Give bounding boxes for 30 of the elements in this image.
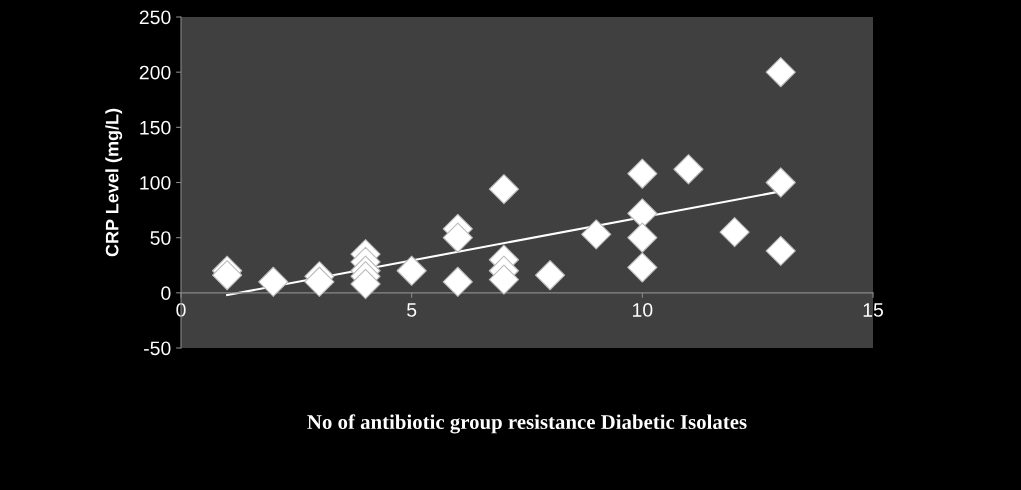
point [442, 266, 473, 297]
point [627, 252, 658, 283]
point [719, 217, 750, 248]
point [627, 158, 658, 189]
x-axis-title: No of antibiotic group resistance Diabetic Isolates [307, 414, 747, 434]
point [442, 222, 473, 253]
point [488, 173, 520, 205]
x-tick-label: 10 [633, 303, 653, 317]
y-tick-label: 150 [140, 120, 171, 135]
point [534, 260, 566, 291]
point [765, 235, 796, 267]
x-tick-label: 15 [863, 303, 883, 317]
point [350, 268, 381, 300]
point [396, 255, 427, 286]
point [673, 154, 704, 185]
point [488, 264, 520, 295]
point [627, 222, 658, 253]
y-axis-title: CRP Level (mg/L) [105, 108, 123, 257]
y-tick-label: -50 [144, 341, 171, 356]
point [765, 57, 796, 88]
x-tick-label: 5 [407, 303, 417, 317]
y-tick-label: 250 [139, 10, 171, 25]
x-tick-label: 0 [176, 303, 186, 317]
y-tick-label: 50 [150, 231, 171, 245]
point [258, 266, 289, 297]
y-tick-label: 0 [161, 286, 171, 301]
point [765, 167, 796, 198]
y-tick-label: 200 [139, 65, 171, 80]
y-tick-label: 100 [140, 175, 171, 190]
point [581, 219, 612, 250]
